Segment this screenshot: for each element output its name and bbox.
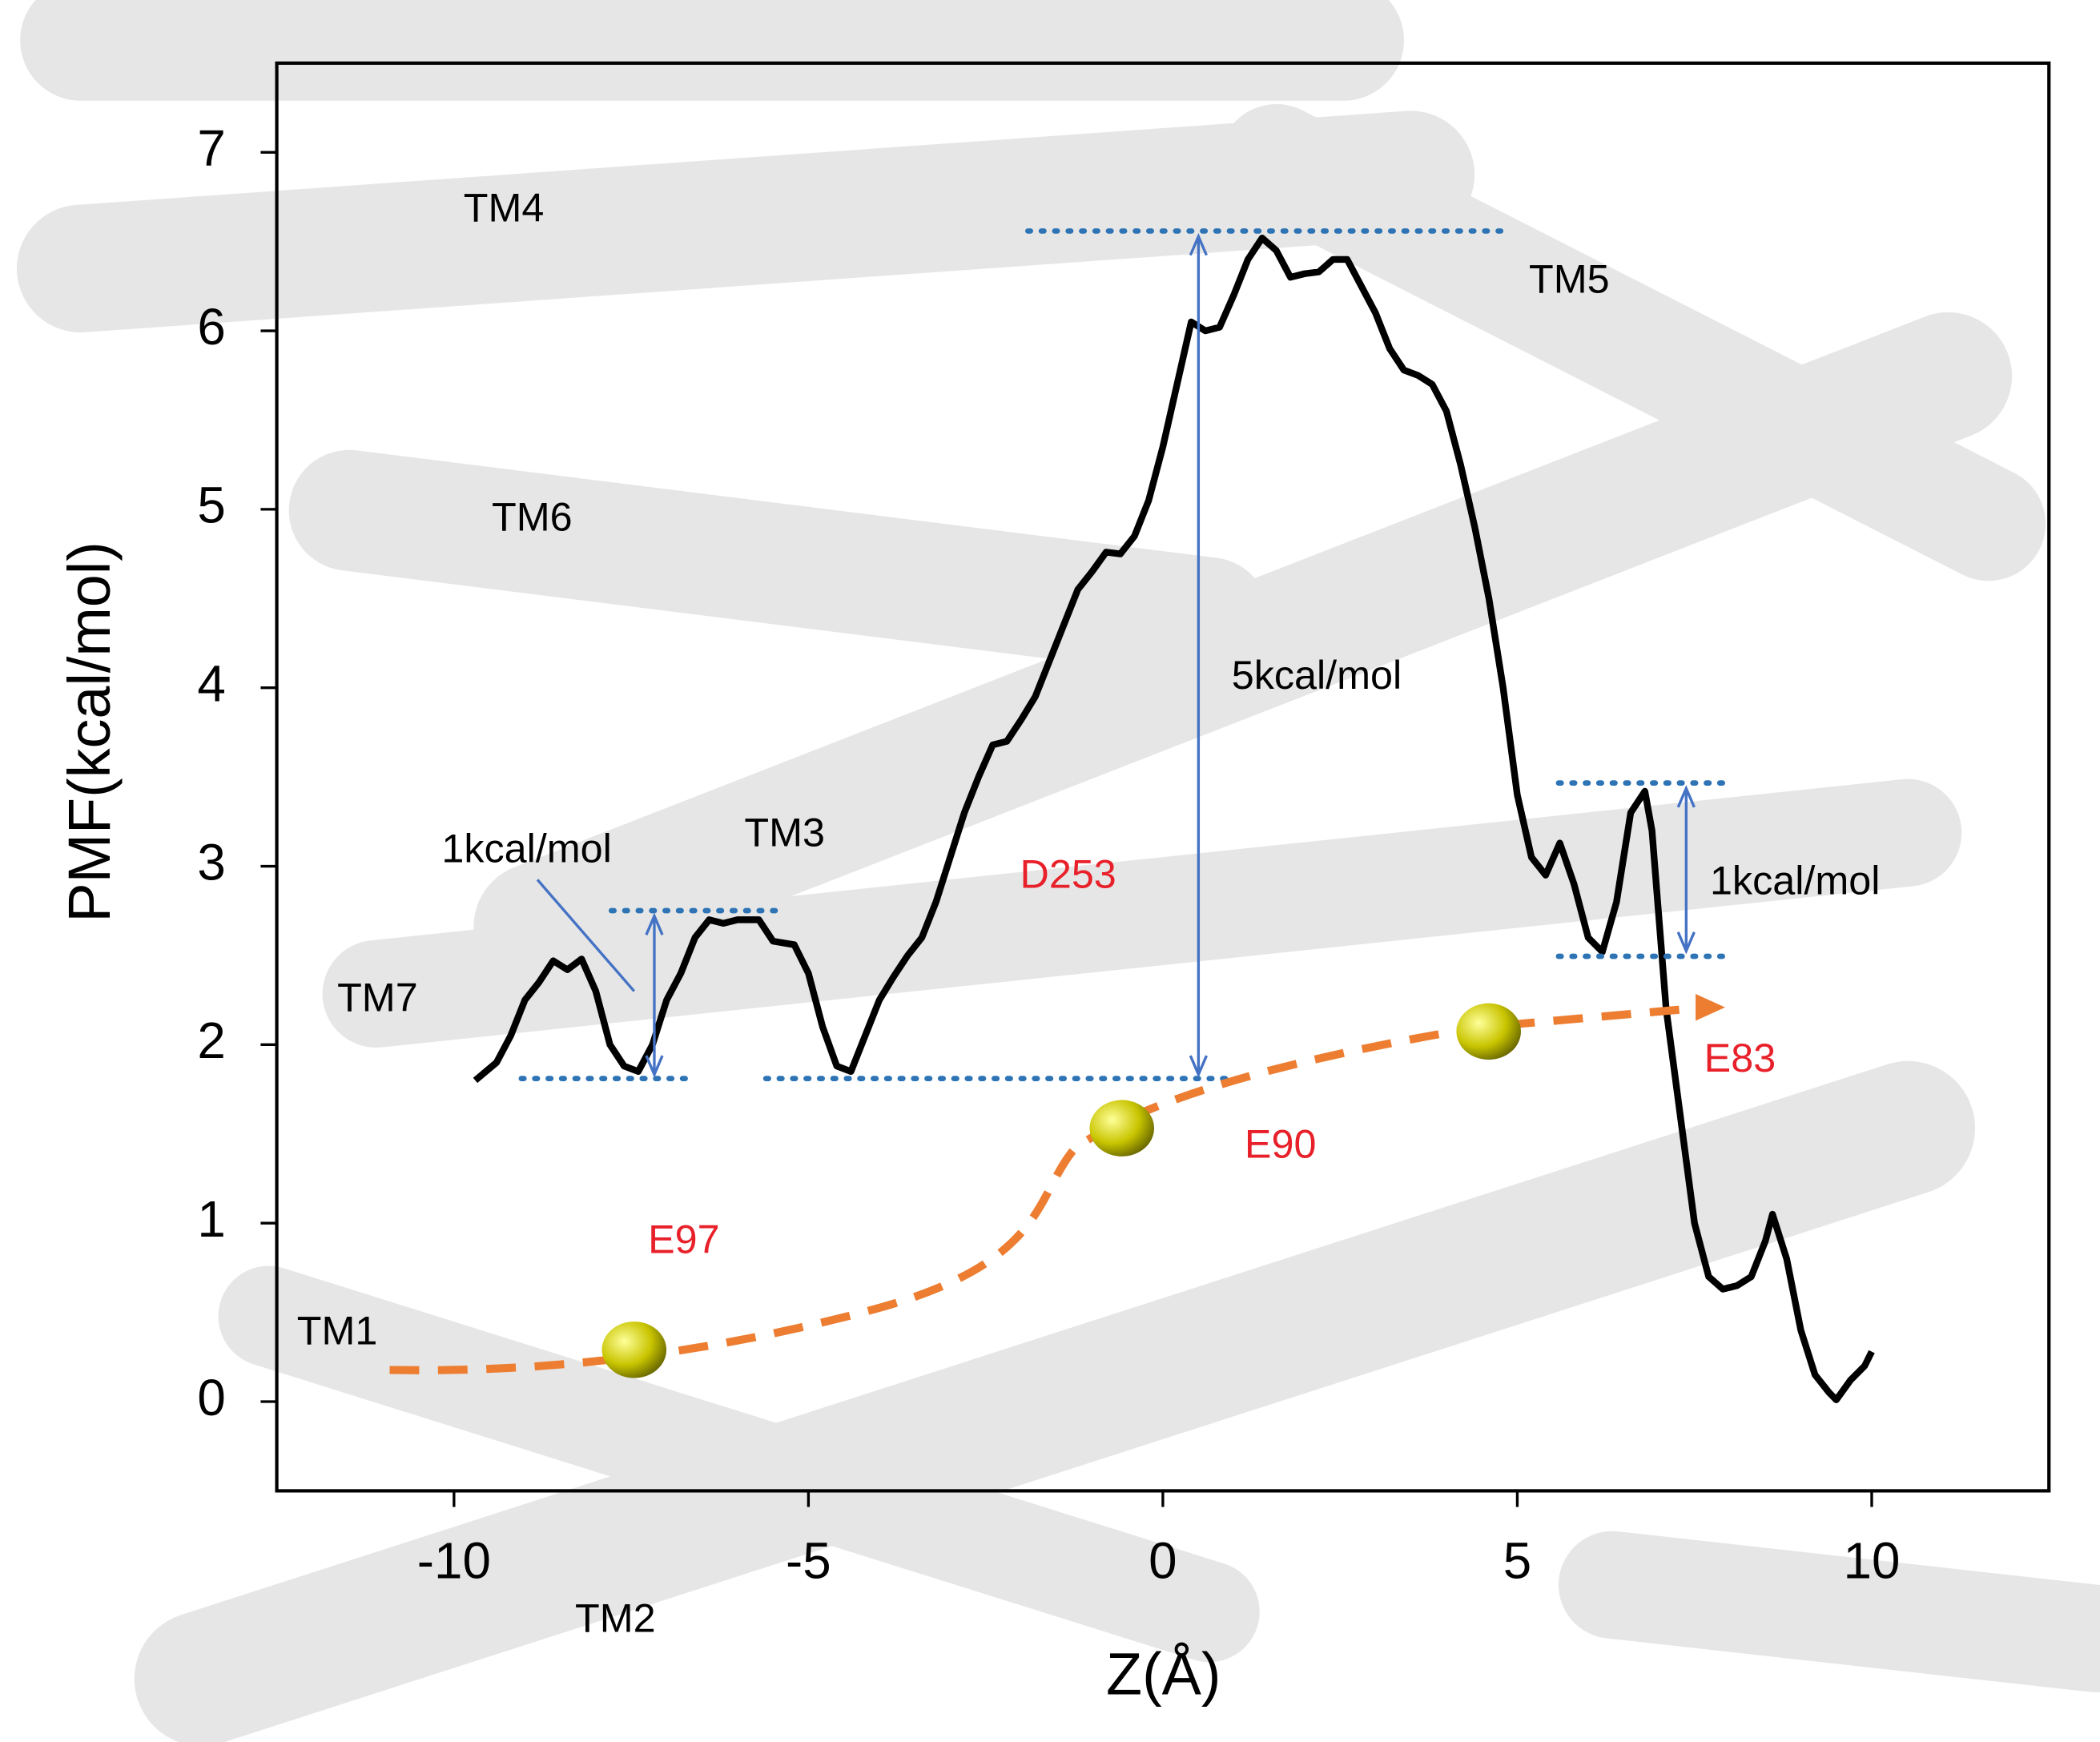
residue-label: E90 [1245, 1120, 1317, 1166]
y-tick-label: 6 [197, 298, 225, 356]
x-axis-label: Z(Å) [1106, 1641, 1221, 1708]
x-tick-label: 10 [1844, 1531, 1901, 1589]
y-tick-label: 3 [197, 833, 225, 891]
y-tick-label: 5 [197, 477, 225, 534]
x-tick-label: 0 [1149, 1531, 1177, 1589]
annotation: TM6 [492, 493, 573, 539]
annotation: TM5 [1529, 255, 1610, 301]
y-tick-label: 2 [197, 1012, 225, 1069]
background-helices [16, 0, 2100, 1742]
plot: -10 -5 0 5 10 0 1 2 3 4 5 6 7 [197, 119, 1900, 1589]
y-tick-label: 4 [197, 655, 225, 713]
y-tick-label: 0 [197, 1369, 225, 1426]
annotation: TM3 [744, 809, 825, 855]
annotation: 1kcal/mol [441, 825, 611, 871]
annotation: 1kcal/mol [1710, 858, 1880, 903]
annotation: TM2 [575, 1595, 656, 1640]
y-tick-label: 1 [197, 1190, 225, 1248]
x-tick-label: 5 [1503, 1531, 1531, 1589]
residue-label: E83 [1704, 1035, 1776, 1080]
residue-label: E97 [648, 1216, 720, 1261]
annotation: 5kcal/mol [1232, 652, 1402, 698]
residue-label: D253 [1020, 851, 1116, 896]
x-tick-label: -5 [786, 1531, 831, 1589]
annotation: TM1 [297, 1308, 378, 1354]
annotations: TM4 TM6 TM5 TM3 TM7 TM1 TM2 1kcal/mol 5k… [297, 185, 1881, 1641]
annotation: TM7 [337, 975, 418, 1020]
y-axis-label: PMF(kcal/mol) [56, 541, 123, 922]
annotation: TM4 [464, 185, 545, 231]
x-tick-label: -10 [417, 1531, 491, 1589]
y-tick-label: 7 [197, 119, 225, 177]
